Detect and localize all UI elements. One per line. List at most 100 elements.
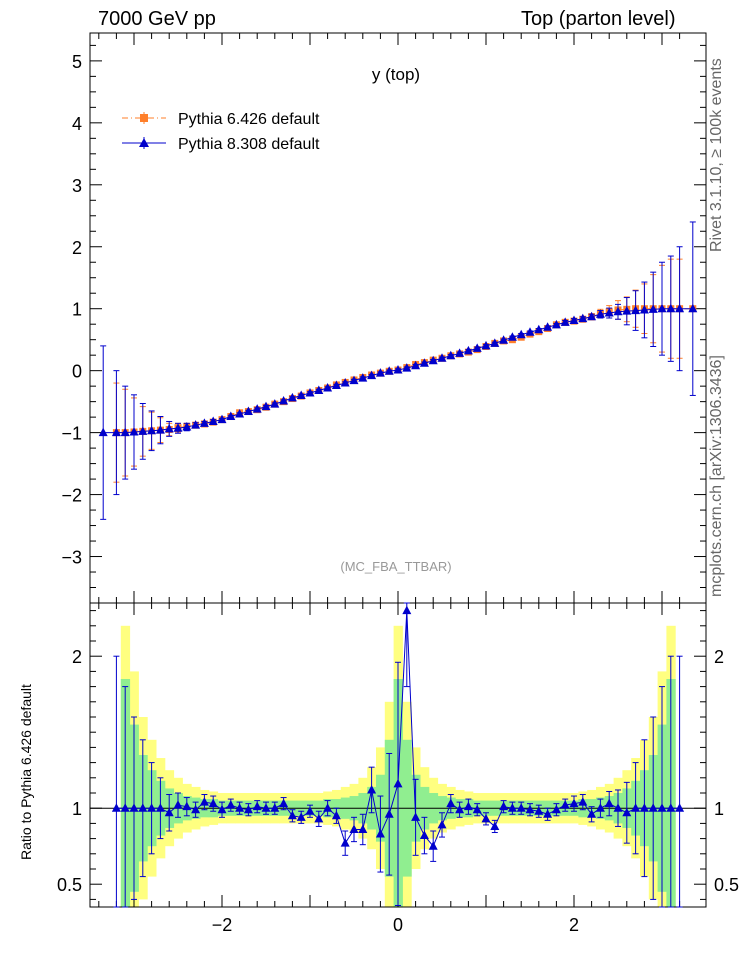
legend-pythia6-label: Pythia 6.426 default [178,111,320,128]
data-point [375,829,385,838]
data-point [622,807,632,817]
x-tick-label: −2 [212,915,233,935]
data-point [217,804,227,814]
data-point [323,383,333,392]
data-point [499,335,509,344]
data-point [340,378,350,387]
main-y-tick-label: 5 [72,52,82,72]
header-right-label: Top (parton level) [521,8,676,30]
data-point [261,803,271,812]
data-point [261,401,271,411]
data-point [419,358,429,367]
data-point [270,399,280,408]
legend-pythia8-label: Pythia 8.308 default [178,136,320,153]
data-point [569,315,579,324]
data-point [305,806,315,815]
data-point [331,380,341,390]
data-point [666,803,676,812]
data-point [155,425,165,434]
data-point [208,416,218,425]
ratio-y-tick-label-right: 2 [714,647,724,667]
x-tick-label: 0 [393,915,403,935]
data-point [543,809,553,818]
main-y-tick-label: 3 [72,176,82,196]
ratio-y-tick-label-right: 0.5 [714,875,739,895]
data-point [604,308,614,317]
ratio-series [111,602,685,908]
data-point [437,819,447,829]
data-point [314,813,324,823]
ratio-y-tick-label-left: 2 [72,647,82,667]
data-point [305,387,315,397]
data-point [419,830,429,840]
data-point [639,803,649,812]
data-point [411,360,421,370]
data-point [199,797,209,806]
data-point [428,841,438,850]
data-point [138,803,148,812]
data-point [235,409,245,418]
data-point [587,311,597,321]
data-point [666,303,676,313]
data-point [402,605,412,615]
data-point [120,803,130,812]
data-point [331,810,341,820]
data-point [358,373,368,382]
data-point [375,368,385,377]
data-point [472,343,482,352]
data-point [217,414,227,424]
data-point [270,803,280,812]
data-point [481,813,491,823]
data-point [411,812,421,821]
data-point [358,824,368,833]
data-point [120,427,130,437]
data-point [147,425,157,435]
data-point [173,800,183,809]
data-point [499,801,509,811]
data-point [138,426,148,435]
main-y-tick-label: 1 [72,300,82,320]
data-point [551,804,561,814]
data-point [622,306,632,315]
data-point [111,803,121,812]
data-point [226,800,236,809]
ratio-axis-ticks [90,603,706,907]
data-point [648,304,658,313]
data-point [587,809,597,818]
data-point [340,838,350,847]
ratio-y-tick-label-left: 1 [72,799,82,819]
data-point [111,427,121,437]
data-point [516,803,526,812]
data-point [688,303,698,313]
data-point [367,784,377,794]
main-y-tick-label: 0 [72,362,82,382]
data-point [367,370,377,380]
data-point [639,304,649,314]
analysis-watermark: (MC_FBA_TTBAR) [340,559,451,574]
data-point [525,327,535,336]
data-point [384,366,394,375]
data-point [507,803,517,812]
data-point [490,338,500,347]
data-point [208,798,218,808]
data-point [534,806,544,815]
main-y-tick-label: −3 [61,548,82,568]
data-point [551,319,561,329]
data-point [613,803,623,812]
data-point [226,411,236,421]
data-point [631,803,641,812]
data-point [279,396,289,405]
x-tick-label: 2 [569,915,579,935]
data-point [235,803,245,812]
data-point [446,350,456,360]
data-point [675,803,685,812]
data-point [631,305,641,315]
data-point [455,348,465,357]
data-point [191,420,201,429]
data-point [463,345,473,355]
data-point [525,804,535,814]
data-point [657,803,667,812]
legend-pythia8-marker [139,138,149,147]
data-point [595,803,605,812]
data-point [455,804,465,814]
